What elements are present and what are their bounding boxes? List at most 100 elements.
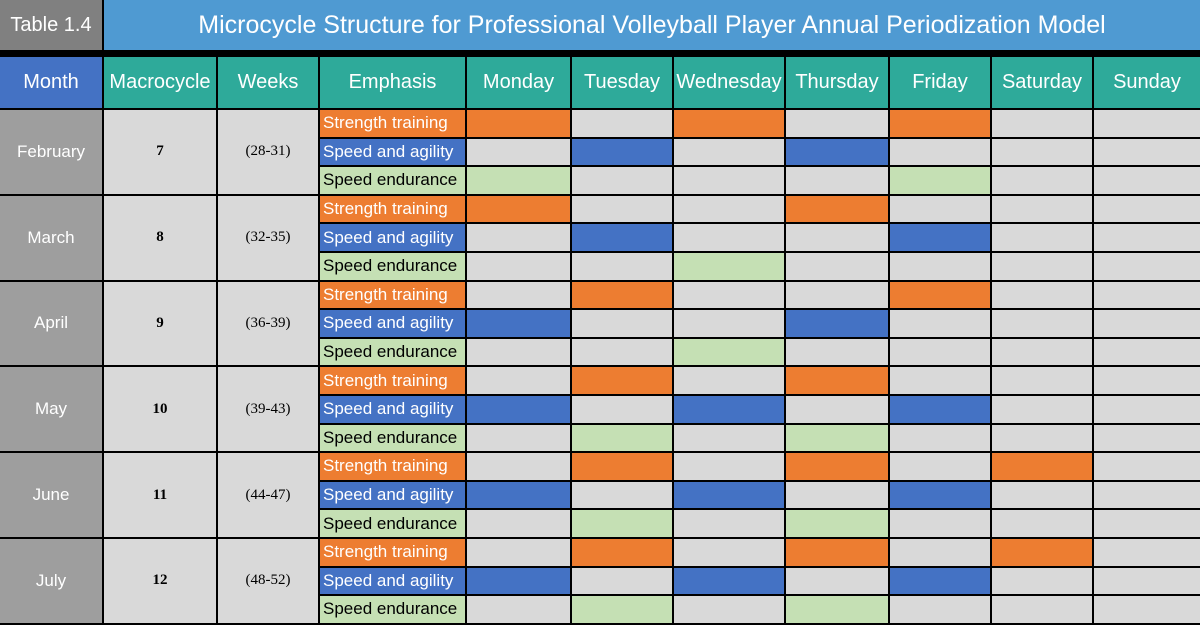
session-cell <box>467 195 570 223</box>
empty-cell <box>467 253 570 280</box>
empty-cell <box>786 167 888 194</box>
empty-cell <box>786 253 888 280</box>
empty-cell <box>674 510 784 537</box>
column-header: Wednesday <box>674 57 784 108</box>
weeks-cell: (36-39) <box>218 281 318 366</box>
empty-cell <box>467 453 570 480</box>
empty-cell <box>992 167 1092 194</box>
weeks-cell: (39-43) <box>218 367 318 452</box>
empty-cell <box>572 567 672 595</box>
session-cell <box>786 453 888 480</box>
empty-cell <box>674 367 784 394</box>
empty-cell <box>992 110 1092 137</box>
empty-cell <box>572 167 672 194</box>
column-header: Emphasis <box>320 57 465 108</box>
empty-cell <box>786 281 888 309</box>
emphasis-cell: Speed endurance <box>320 167 465 194</box>
empty-cell <box>467 539 570 566</box>
session-cell <box>890 167 990 194</box>
emphasis-cell: Speed and agility <box>320 310 465 337</box>
empty-cell <box>467 596 570 623</box>
empty-cell <box>1094 167 1200 194</box>
month-cell: July <box>0 539 102 623</box>
weeks-cell: (48-52) <box>218 539 318 623</box>
empty-cell <box>992 338 1092 366</box>
empty-cell <box>1094 310 1200 337</box>
table-number: Table 1.4 <box>0 0 102 50</box>
empty-cell <box>1094 281 1200 309</box>
empty-cell <box>572 310 672 337</box>
emphasis-cell: Strength training <box>320 195 465 223</box>
empty-cell <box>1094 367 1200 394</box>
empty-cell <box>1094 396 1200 423</box>
empty-cell <box>890 253 990 280</box>
macrocycle-cell: 9 <box>104 281 216 366</box>
session-cell <box>890 281 990 309</box>
column-header: Friday <box>890 57 990 108</box>
empty-cell <box>890 510 990 537</box>
empty-cell <box>674 138 784 166</box>
empty-cell <box>890 539 990 566</box>
empty-cell <box>992 367 1092 394</box>
empty-cell <box>992 281 1092 309</box>
session-cell <box>674 253 784 280</box>
empty-cell <box>992 596 1092 623</box>
empty-cell <box>572 253 672 280</box>
emphasis-cell: Strength training <box>320 539 465 566</box>
emphasis-cell: Speed endurance <box>320 424 465 452</box>
empty-cell <box>1094 253 1200 280</box>
session-cell <box>786 195 888 223</box>
empty-cell <box>572 396 672 423</box>
session-cell <box>572 281 672 309</box>
empty-cell <box>890 596 990 623</box>
empty-cell <box>1094 424 1200 452</box>
empty-cell <box>467 510 570 537</box>
session-cell <box>674 110 784 137</box>
session-cell <box>572 510 672 537</box>
weeks-cell: (44-47) <box>218 453 318 537</box>
empty-cell <box>467 281 570 309</box>
month-cell: March <box>0 195 102 280</box>
empty-cell <box>572 481 672 509</box>
emphasis-cell: Speed and agility <box>320 567 465 595</box>
column-header: Sunday <box>1094 57 1200 108</box>
empty-cell <box>674 424 784 452</box>
empty-cell <box>572 195 672 223</box>
emphasis-cell: Speed and agility <box>320 138 465 166</box>
empty-cell <box>674 310 784 337</box>
session-cell <box>572 138 672 166</box>
session-cell <box>572 224 672 251</box>
emphasis-cell: Speed endurance <box>320 253 465 280</box>
session-cell <box>890 567 990 595</box>
empty-cell <box>890 338 990 366</box>
empty-cell <box>1094 596 1200 623</box>
empty-cell <box>992 481 1092 509</box>
session-cell <box>992 539 1092 566</box>
empty-cell <box>1094 338 1200 366</box>
session-cell <box>786 539 888 566</box>
empty-cell <box>890 195 990 223</box>
session-cell <box>890 110 990 137</box>
session-cell <box>467 167 570 194</box>
column-header: Weeks <box>218 57 318 108</box>
empty-cell <box>1094 110 1200 137</box>
session-cell <box>992 453 1092 480</box>
macrocycle-cell: 10 <box>104 367 216 452</box>
emphasis-cell: Speed and agility <box>320 224 465 251</box>
session-cell <box>890 224 990 251</box>
session-cell <box>467 110 570 137</box>
empty-cell <box>674 167 784 194</box>
session-cell <box>786 138 888 166</box>
macrocycle-cell: 12 <box>104 539 216 623</box>
empty-cell <box>674 281 784 309</box>
session-cell <box>467 567 570 595</box>
empty-cell <box>572 110 672 137</box>
empty-cell <box>890 310 990 337</box>
empty-cell <box>786 396 888 423</box>
empty-cell <box>890 424 990 452</box>
session-cell <box>786 310 888 337</box>
emphasis-cell: Strength training <box>320 281 465 309</box>
weeks-cell: (28-31) <box>218 110 318 194</box>
empty-cell <box>786 110 888 137</box>
emphasis-cell: Strength training <box>320 453 465 480</box>
